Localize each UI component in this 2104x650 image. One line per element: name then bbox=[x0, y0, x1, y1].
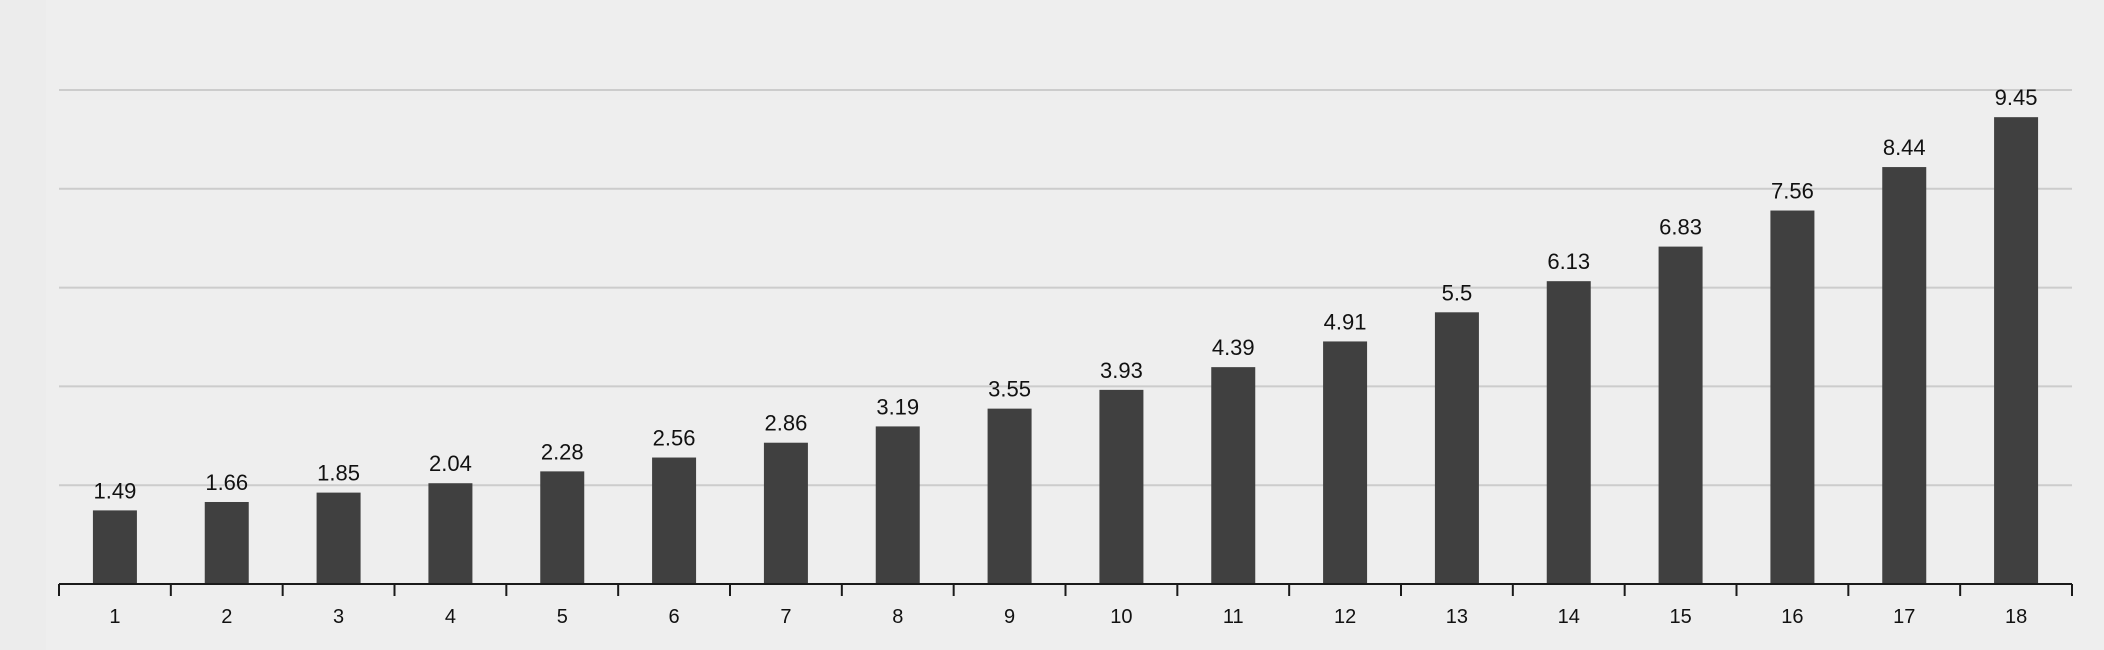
bar-value-label: 2.86 bbox=[765, 411, 808, 436]
x-tick-label: 8 bbox=[892, 606, 903, 628]
x-tick-label: 14 bbox=[1558, 606, 1580, 628]
bar-value-label: 3.55 bbox=[988, 377, 1031, 402]
bar bbox=[540, 471, 585, 584]
bar-value-label: 1.85 bbox=[317, 461, 360, 486]
bar-value-label: 5.5 bbox=[1442, 280, 1473, 305]
bar bbox=[1770, 210, 1815, 584]
bar bbox=[652, 457, 697, 584]
bar-value-label: 8.44 bbox=[1883, 135, 1926, 160]
bar bbox=[1434, 312, 1479, 584]
bar-value-label: 9.45 bbox=[1995, 85, 2038, 110]
bar-value-labels: 1.49 1.66 1.85 2.04 2.28 2.56 2.86 3.19 3.55 3.93… bbox=[94, 85, 2038, 503]
x-tick-label: 5 bbox=[557, 606, 568, 628]
x-tick-label: 18 bbox=[2005, 606, 2027, 628]
bar-value-label: 2.04 bbox=[429, 451, 472, 476]
bar bbox=[987, 408, 1032, 584]
bar-value-label: 6.83 bbox=[1659, 215, 1702, 240]
bar bbox=[1882, 167, 1927, 584]
bar-value-label: 7.56 bbox=[1771, 179, 1814, 204]
bar bbox=[1546, 281, 1591, 584]
x-tick-label: 15 bbox=[1669, 606, 1691, 628]
bar-value-label: 3.93 bbox=[1100, 358, 1143, 383]
bar bbox=[92, 510, 137, 584]
x-tick-label: 11 bbox=[1223, 606, 1244, 628]
gridlines bbox=[59, 89, 2072, 487]
bar bbox=[316, 492, 361, 584]
bar-value-label: 1.49 bbox=[94, 478, 137, 503]
bar bbox=[875, 426, 920, 584]
x-tick-label: 2 bbox=[221, 606, 232, 628]
bar bbox=[1211, 367, 1256, 584]
bar-value-label: 6.13 bbox=[1547, 249, 1590, 274]
bar-value-label: 4.91 bbox=[1324, 309, 1367, 334]
plot-background bbox=[46, 0, 2104, 650]
x-tick-label: 16 bbox=[1781, 606, 1803, 628]
x-tick-label: 12 bbox=[1334, 606, 1356, 628]
x-axis: 1 2 3 4 5 6 7 8 9 10 11 12 13 14 15 16 17 18 bbox=[58, 583, 2073, 628]
bar-value-label: 2.56 bbox=[653, 426, 696, 451]
bar bbox=[1658, 246, 1703, 584]
bar bbox=[1994, 117, 2039, 585]
x-tick-label: 13 bbox=[1446, 606, 1468, 628]
bar-value-label: 4.39 bbox=[1212, 335, 1255, 360]
x-tick-label: 10 bbox=[1110, 606, 1132, 628]
x-tick-label: 17 bbox=[1893, 606, 1915, 628]
bar bbox=[204, 501, 249, 584]
x-tick-label: 1 bbox=[109, 606, 120, 628]
bars bbox=[92, 117, 2039, 585]
bar bbox=[1323, 341, 1368, 584]
x-tick-label: 9 bbox=[1004, 606, 1015, 628]
x-tick-label: 4 bbox=[445, 606, 456, 628]
bar bbox=[763, 442, 808, 584]
bar-value-label: 2.28 bbox=[541, 439, 584, 464]
bar bbox=[428, 483, 473, 584]
x-tick-label: 3 bbox=[333, 606, 344, 628]
bar bbox=[1099, 389, 1144, 584]
bar-value-label: 3.19 bbox=[876, 394, 919, 419]
x-tick-label: 7 bbox=[780, 606, 791, 628]
x-tick-label: 6 bbox=[669, 606, 680, 628]
bar-value-label: 1.66 bbox=[205, 470, 248, 495]
